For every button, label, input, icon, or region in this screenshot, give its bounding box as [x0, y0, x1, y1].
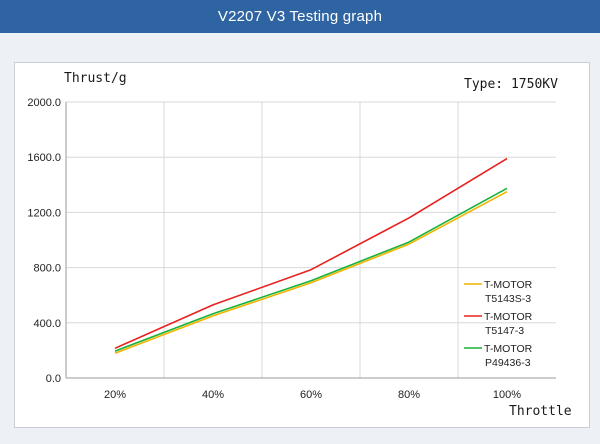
chart-panel — [14, 62, 590, 428]
series-line-1 — [114, 190, 508, 354]
legend-label: T5143S-3 — [485, 293, 531, 305]
type-annotation: Type: 1750KV — [464, 77, 558, 92]
chart-header: V2207 V3 Testing graph — [0, 0, 600, 33]
y-axis-label: Thrust/g — [64, 71, 127, 86]
x-tick-label: 20% — [104, 389, 126, 401]
legend-label: T-MOTOR — [484, 311, 533, 323]
x-tick-label: 40% — [202, 389, 224, 401]
chart-title: V2207 V3 Testing graph — [217, 8, 383, 25]
series-line-3 — [114, 187, 508, 352]
y-tick-label: 2000.0 — [27, 97, 61, 109]
x-tick-label: 60% — [300, 389, 322, 401]
legend-label: T-MOTOR — [484, 343, 533, 355]
y-tick-label: 1600.0 — [27, 152, 61, 164]
x-tick-label: 100% — [493, 389, 521, 401]
y-tick-label: 400.0 — [33, 318, 61, 330]
x-axis-label: Throttle — [509, 404, 572, 419]
legend-label: T-MOTOR — [484, 279, 533, 291]
series-line-2 — [114, 157, 508, 350]
y-tick-label: 800.0 — [33, 263, 61, 275]
legend-label: T5147-3 — [485, 325, 524, 337]
legend-label: P49436-3 — [485, 357, 531, 369]
y-tick-label: 0.0 — [46, 373, 61, 385]
x-tick-label: 80% — [398, 389, 420, 401]
y-tick-label: 1200.0 — [27, 207, 61, 219]
